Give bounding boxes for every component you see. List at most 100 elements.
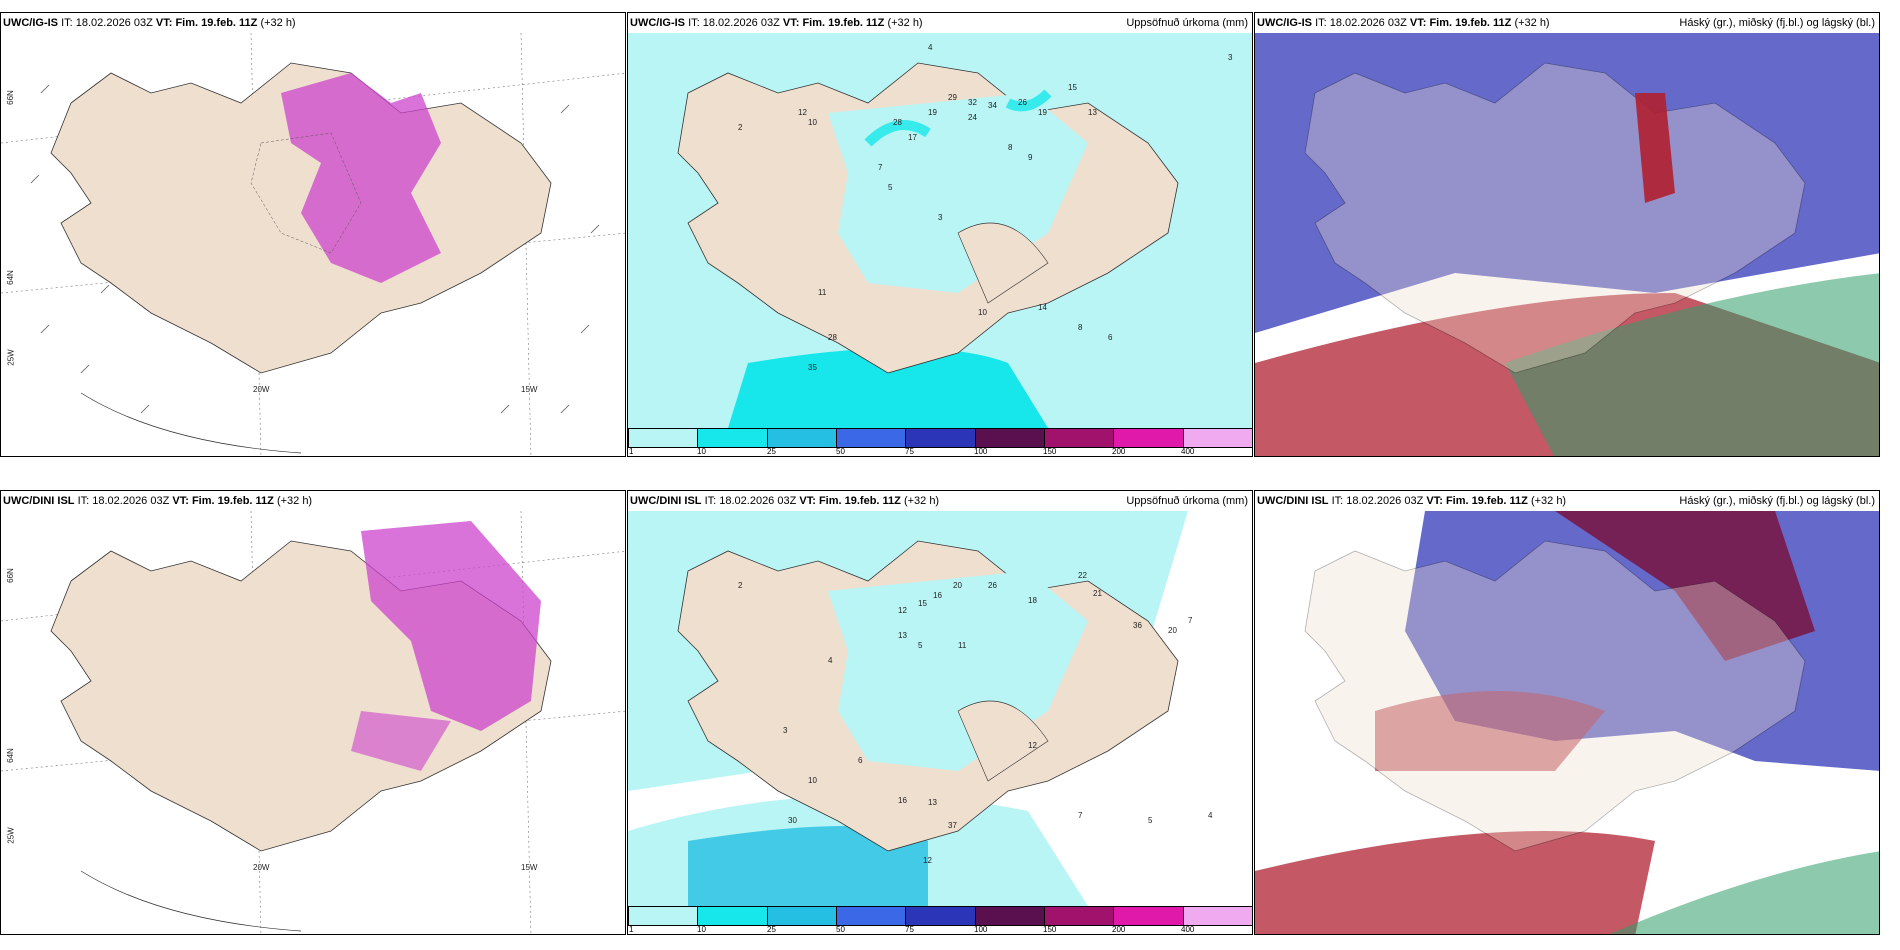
precip-value: 10 [808,118,817,127]
it-label: IT: [688,17,700,29]
precip-value: 7 [1188,616,1193,625]
precip-value: 19 [1038,108,1047,117]
precip-value: 12 [1028,741,1037,750]
it-label: IT: [1331,495,1344,507]
lat-label-64: 64N [5,270,15,285]
vt-label: VT: [1409,17,1427,29]
panel-bottom-middle: UWC/DINI ISL IT: 18.02.2026 03Z VT: Fim.… [627,490,1253,935]
precip-value: 22 [1078,571,1087,580]
precip-value: 21 [1093,589,1102,598]
legend-tick: 200 [1112,925,1126,934]
legend-swatch [836,907,907,925]
panel-header: UWC/IG-IS IT: 18.02.2026 03Z VT: Fim. 19… [628,13,1252,33]
vt-label: VT: [799,495,816,507]
legend-colorbar [628,906,1252,926]
lead-time: (+32 h) [903,495,940,507]
precip-value: 26 [988,581,997,590]
legend-tick: 10 [697,925,706,934]
init-time: 18.02.2026 03Z [75,17,153,29]
precip-value: 3 [783,726,788,735]
lon-label-25: 25W [6,827,16,844]
precip-value: 7 [878,163,883,172]
legend-tick: 400 [1181,447,1195,456]
precip-value: 3 [1228,53,1233,62]
legend-tick: 75 [905,447,914,456]
legend-swatch [767,907,837,925]
map-title: Uppsöfnuð úrkoma (mm) [1126,495,1248,507]
panel-header: UWC/DINI ISL IT: 18.02.2026 03Z VT: Fim.… [1,491,625,511]
precip-value: 4 [828,656,833,665]
precip-value: 5 [1148,816,1153,825]
init-time: 18.02.2026 03Z [702,17,780,29]
legend-colorbar [628,428,1252,448]
panel-bottom-left: UWC/DINI ISL IT: 18.02.2026 03Z VT: Fim.… [0,490,626,935]
precip-value: 10 [808,776,817,785]
map-title: Uppsöfnuð úrkoma (mm) [1126,17,1248,29]
lon-label-25: 25W [6,349,16,366]
precip-value: 19 [928,108,937,117]
precip-value: 32 [968,98,977,107]
legend-tick: 10 [697,447,706,456]
lat-label-66: 66N [5,90,15,105]
precip-value: 6 [858,756,863,765]
legend-tick: 150 [1043,447,1057,456]
valid-time: Fim. 19.feb. 11Z [175,17,258,29]
precip-value: 3 [938,213,943,222]
model-name: UWC/IG-IS [3,17,58,29]
precip-value: 30 [788,816,797,825]
legend-tick: 1 [629,447,634,456]
map-svg [1,511,625,934]
valid-time: Fim. 19.feb. 11Z [818,495,901,507]
lon-label-15: 15W [521,385,538,394]
precip-value: 13 [928,798,937,807]
legend-swatch [698,907,768,925]
valid-time: Fim. 19.feb. 11Z [1445,495,1528,507]
precip-value: 8 [1008,143,1013,152]
lead-time: (+32 h) [1514,17,1550,29]
precip-value: 12 [898,606,907,615]
precip-value: 7 [1078,811,1083,820]
legend-tick: 75 [905,925,914,934]
lead-time: (+32 h) [276,495,313,507]
legend-tick: 1 [629,925,634,934]
lead-time: (+32 h) [260,17,296,29]
precip-value: 11 [818,288,827,297]
panel-top-middle: UWC/IG-IS IT: 18.02.2026 03Z VT: Fim. 19… [627,12,1253,457]
precip-value: 28 [828,333,837,342]
valid-time: Fim. 19.feb. 11Z [191,495,274,507]
legend-swatch [975,429,1045,447]
precip-value: 16 [933,591,942,600]
valid-time: Fim. 19.feb. 11Z [802,17,885,29]
precip-value: 24 [968,113,977,122]
panel-header: UWC/DINI ISL IT: 18.02.2026 03Z VT: Fim.… [628,491,1252,511]
panel-bottom-right: UWC/DINI ISL IT: 18.02.2026 03Z VT: Fim.… [1254,490,1880,935]
model-name: UWC/DINI ISL [3,495,75,507]
precip-value: 34 [988,101,997,110]
valid-time: Fim. 19.feb. 11Z [1429,17,1512,29]
map-svg [1255,511,1879,934]
legend-ticks: 1 10 25 50 75 100 150 200 400 [628,925,1252,934]
precip-legend: 1 10 25 50 75 100 150 200 400 [628,428,1252,456]
precip-value: 29 [948,93,957,102]
model-name: UWC/DINI ISL [630,495,702,507]
legend-tick: 100 [974,925,988,934]
map-snow-wind-top: 66N 64N 25W 20W 15W [1,33,625,456]
legend-tick: 400 [1181,925,1195,934]
precip-value: 4 [1208,811,1213,820]
map-title: Háský (gr.), miðský (fj.bl.) og lágský (… [1679,495,1875,507]
it-label: IT: [704,495,717,507]
precip-value: 20 [1168,626,1177,635]
legend-tick: 100 [974,447,988,456]
panel-header: UWC/IG-IS IT: 18.02.2026 03Z VT: Fim. 19… [1,13,625,33]
model-name: UWC/IG-IS [630,17,685,29]
legend-swatch [836,429,907,447]
legend-tick: 50 [836,447,845,456]
precip-value: 4 [928,43,933,52]
legend-swatch [698,429,768,447]
init-time: 18.02.2026 03Z [719,495,797,507]
legend-tick: 50 [836,925,845,934]
model-name: UWC/DINI ISL [1257,495,1329,507]
precip-value: 26 [1018,98,1027,107]
precip-value: 6 [1108,333,1113,342]
precip-value: 13 [898,631,907,640]
